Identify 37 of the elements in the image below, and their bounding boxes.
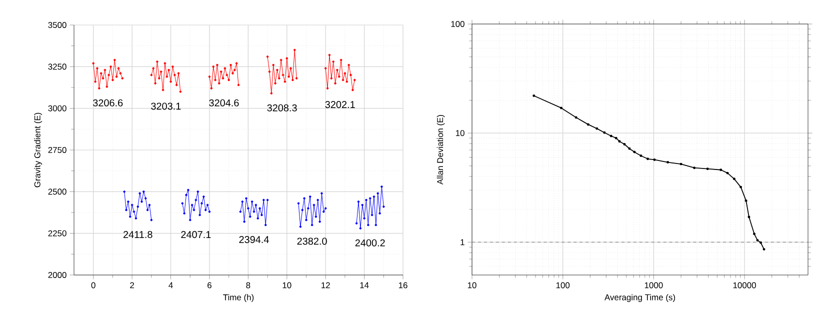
x-tick-label: 10: [282, 282, 292, 288]
y-tick-label: 3250: [48, 64, 66, 70]
x-tick-label: 6: [208, 282, 212, 288]
x-tick-label: 4: [168, 282, 173, 288]
y-tick-label: 3500: [48, 22, 66, 28]
x-tick-label: 10: [468, 282, 476, 288]
y-tick-label: 2500: [48, 188, 66, 195]
annotation: 3204.6: [209, 99, 239, 106]
annotation: 3206.6: [93, 99, 123, 106]
annotation: 2400.2: [355, 239, 385, 246]
x-axis-title: Averaging Time (s): [604, 294, 675, 302]
annotation: 3203.1: [151, 102, 181, 110]
x-tick-label: 14: [360, 282, 369, 288]
annotation: 2382.0: [297, 238, 327, 245]
y-tick-label: 2750: [48, 147, 66, 153]
y-axis-title: Allan Deviation (E): [436, 114, 445, 185]
x-tick-label: 8: [246, 282, 250, 288]
x-axis-title: Time (h): [223, 294, 254, 302]
y-tick-label: 2000: [48, 272, 66, 278]
x-tick-label: 16: [398, 282, 408, 288]
y-tick-label: 1: [460, 239, 464, 246]
y-tick-label: 2250: [48, 230, 66, 236]
x-tick-label: 1000: [644, 282, 663, 288]
annotation: 2394.4: [239, 236, 269, 244]
x-tick-label: 2: [130, 282, 134, 288]
annotation: 3202.1: [325, 101, 355, 108]
x-tick-label: 10000: [733, 282, 756, 288]
x-tick-label: 12: [322, 282, 330, 288]
y-tick-label: 10: [456, 130, 464, 136]
y-tick-label: 100: [451, 21, 464, 27]
annotation: 2407.1: [181, 231, 211, 238]
x-tick-label: 100: [556, 282, 570, 288]
annotation: 2411.8: [124, 231, 152, 238]
y-tick-label: 3000: [48, 105, 66, 112]
x-tick-label: 0: [91, 282, 96, 288]
y-axis-title: Gravity Gradient (E): [34, 112, 42, 188]
annotation: 3208.3: [267, 104, 297, 112]
